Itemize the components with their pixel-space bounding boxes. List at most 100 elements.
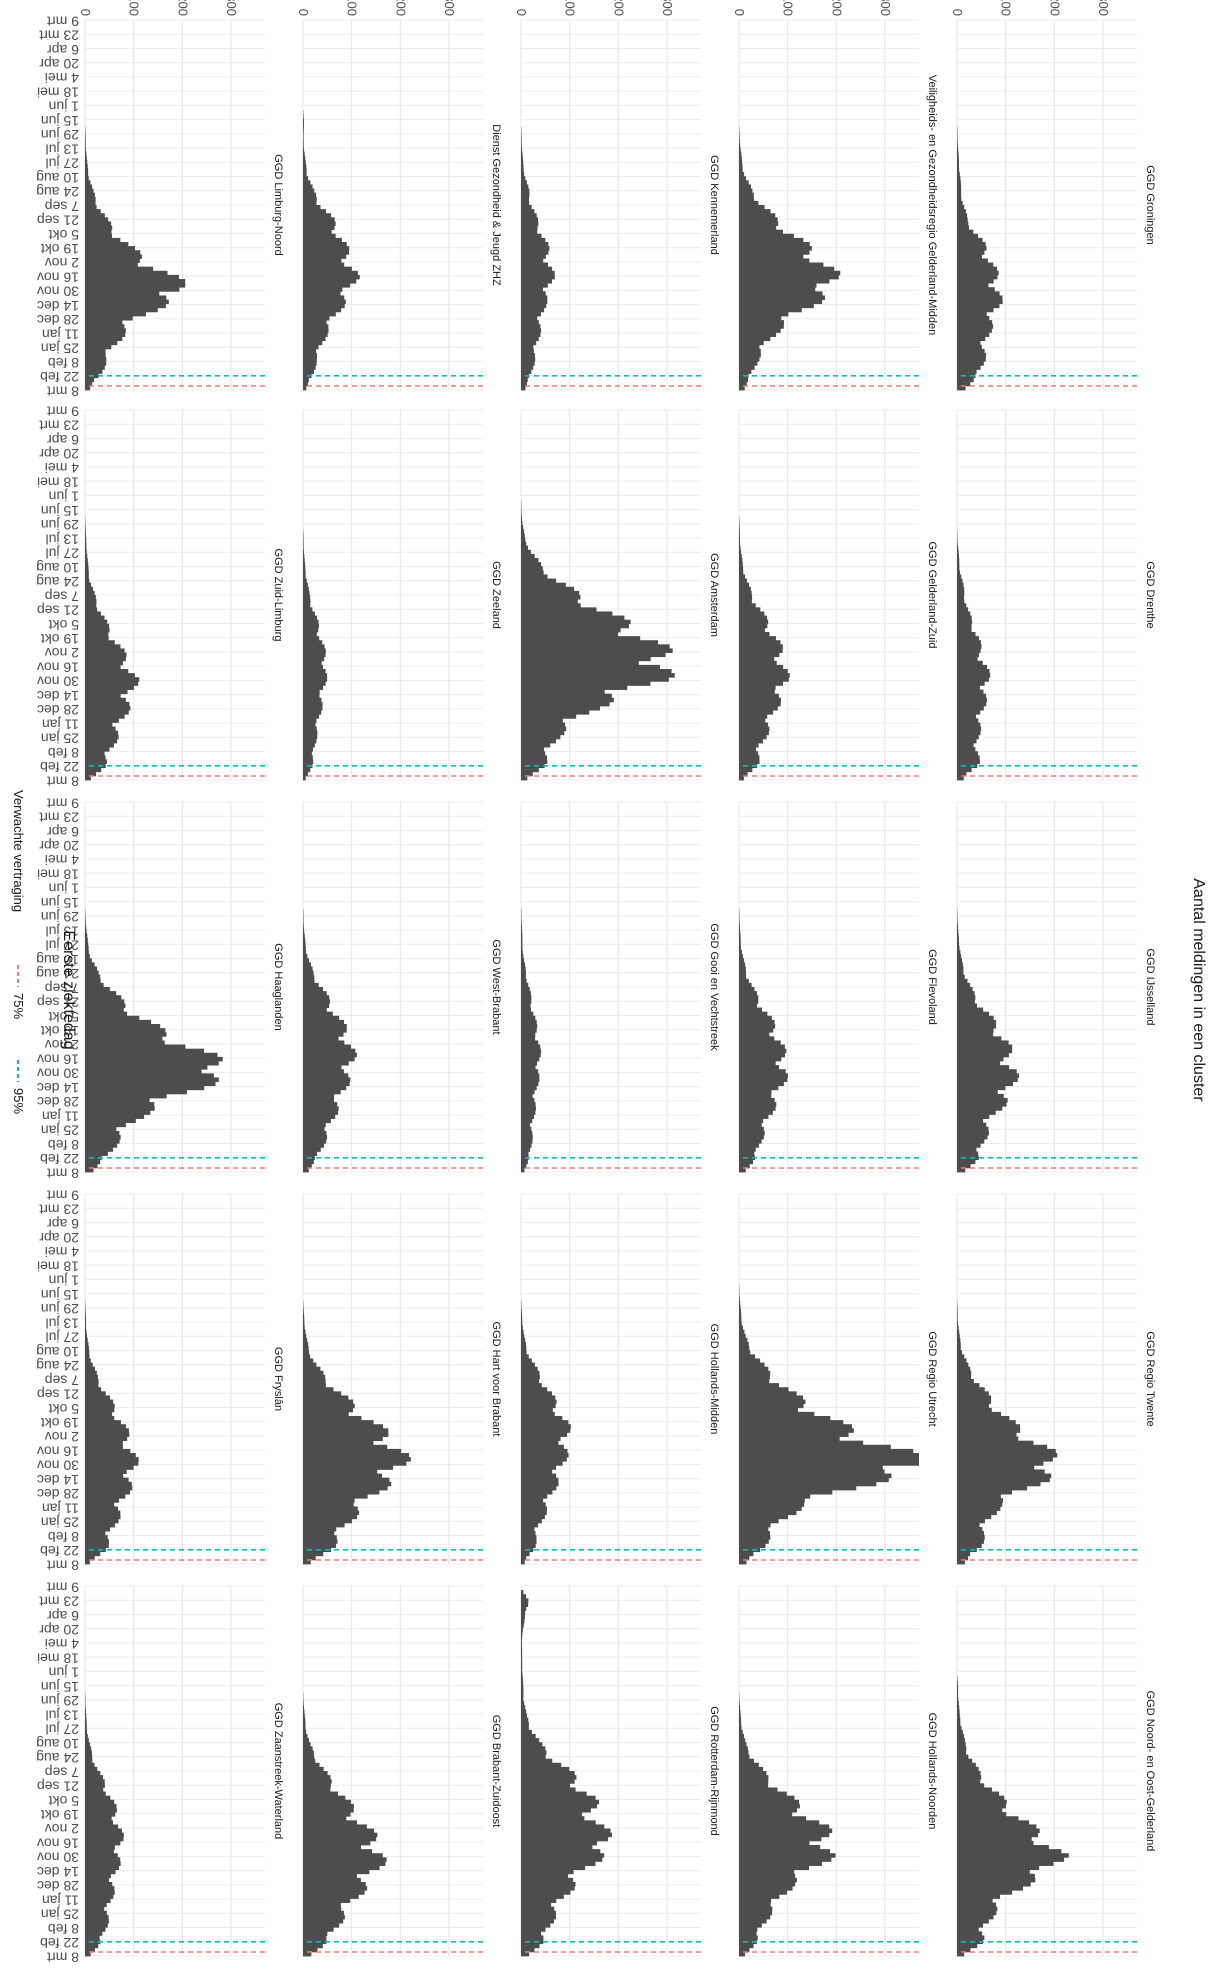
bar [738,287,816,292]
facet-title: GGD West-Brabant [490,939,502,1034]
bar [303,1019,345,1025]
bar [957,664,988,670]
bar [738,311,789,317]
bar [303,677,328,682]
bar [84,258,140,263]
bar [521,933,523,939]
bar [956,1886,1024,1891]
bar [957,274,998,280]
bar [84,669,129,674]
bar [302,1849,373,1854]
bar [302,1028,347,1033]
bar [521,1849,601,1854]
bar [957,1424,1021,1429]
bar [739,697,782,703]
bar [84,640,115,645]
bar [956,710,981,715]
facet-title: GGD Fryslân [272,1347,284,1411]
bar [739,1725,742,1731]
x-tick-label: 30 nov [37,284,79,300]
bar [85,369,103,374]
x-tick-label: 8 mrt [47,1165,79,1181]
x-tick-label: 27 jul [46,156,79,172]
bar [302,328,329,333]
facet-title: GGD IJsselland [1144,948,1156,1025]
bar [739,242,810,247]
bar [956,1391,989,1396]
bar [956,1329,960,1335]
bar [85,726,116,732]
x-tick-label: 28 dec [37,702,79,718]
x-tick-label: 15 jun [41,113,79,129]
bar [739,155,742,161]
bar [303,147,305,152]
bar [521,303,547,309]
bar [303,1424,384,1429]
bar [84,578,90,584]
bar [84,1943,99,1949]
bar [956,933,959,939]
bar [303,118,304,124]
bar [956,1065,1010,1070]
x-tick-label: 7 sep [45,1764,79,1780]
bar [85,974,101,980]
x-tick-label: 11 jan [42,716,79,732]
bar [957,987,973,992]
bar [302,1139,327,1144]
bar [739,1783,769,1788]
bar [85,139,86,144]
bar [84,1750,92,1755]
bar [957,726,982,732]
bar [956,254,982,259]
bar [957,1836,1032,1842]
bar [303,1539,338,1544]
bar [956,945,960,951]
bar [739,1114,769,1119]
bar [303,1766,324,1772]
bar [302,168,307,173]
bar [85,1159,101,1165]
bar [303,1325,305,1331]
bar [520,1065,536,1070]
bar [738,759,760,764]
bar [521,1527,535,1532]
bar [84,644,121,649]
bar [303,221,336,226]
bar [738,1943,754,1949]
x-tick-label: 15 jun [41,1287,79,1303]
bar [738,274,839,280]
bar [739,1358,761,1363]
bar [85,151,87,157]
bar [520,1416,563,1421]
bar [303,1473,383,1479]
facet-title: GGD Kennemerland [708,155,720,255]
bar [521,1906,555,1912]
bar [303,1914,345,1920]
bar [84,1853,118,1858]
x-tick-label: 4 mei [45,852,79,868]
bar [85,1122,126,1128]
y-tick-label: 100 [999,0,1014,16]
bar [520,751,546,756]
bar [84,1766,98,1772]
bar [520,229,538,235]
bar [85,582,92,588]
bar [957,1407,992,1413]
bar [302,1469,378,1474]
bar [957,1032,994,1037]
bar [303,730,318,736]
bar [521,1865,586,1871]
facet-panel: GGD IJsselland [956,801,1156,1173]
bar [85,697,126,703]
bar [302,1350,310,1355]
bar [520,747,544,752]
bar [739,262,824,268]
bar [738,734,767,740]
bar [520,151,523,157]
bar [521,332,541,337]
bar [956,767,972,773]
bar [520,328,542,333]
bar [738,1056,782,1062]
bar [956,730,981,736]
bar [302,950,307,955]
